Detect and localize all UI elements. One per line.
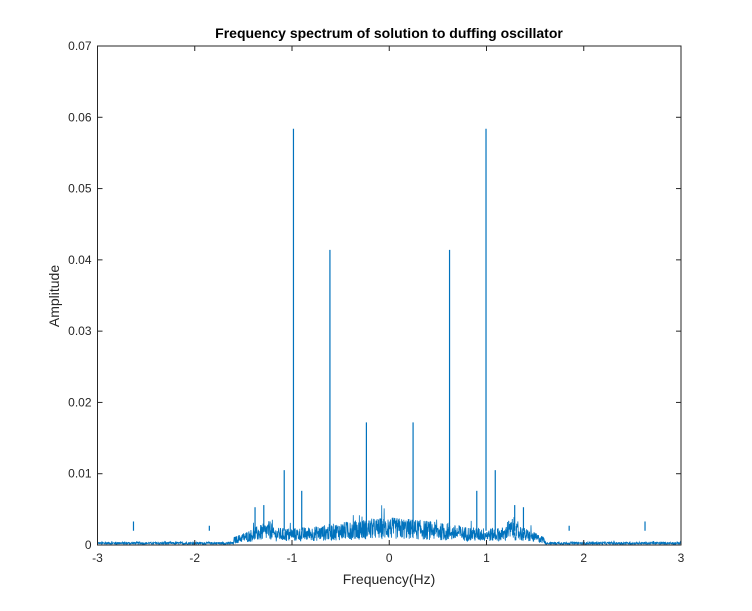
y-tick-label: 0 [85, 538, 92, 552]
axes-group: -3 -2 -1 0 1 2 3 0 0.01 0.02 0.03 0.04 0.05 0.06 0.07 [68, 39, 685, 565]
y-tick-label: 0.02 [68, 395, 92, 409]
x-tick-label: 0 [386, 551, 393, 565]
x-tick-label: 3 [678, 551, 685, 565]
x-tick-label: 1 [483, 551, 490, 565]
y-tick-label: 0.06 [68, 110, 92, 124]
series-group [97, 128, 682, 546]
y-tick-label: 0.04 [68, 253, 92, 267]
x-tick-label: 2 [580, 551, 587, 565]
x-tick-label: -1 [287, 551, 298, 565]
x-tick-label: -3 [92, 551, 103, 565]
y-tick-label: 0.03 [68, 324, 92, 338]
y-tick-label: 0.07 [68, 39, 92, 53]
y-tick-label: 0.05 [68, 182, 92, 196]
x-tick-label: -2 [189, 551, 200, 565]
x-axis-label: Frequency(Hz) [343, 571, 436, 587]
chart-title: Frequency spectrum of solution to duffin… [215, 25, 563, 41]
y-axis-label: Amplitude [46, 265, 62, 327]
y-tick-label: 0.01 [68, 467, 92, 481]
